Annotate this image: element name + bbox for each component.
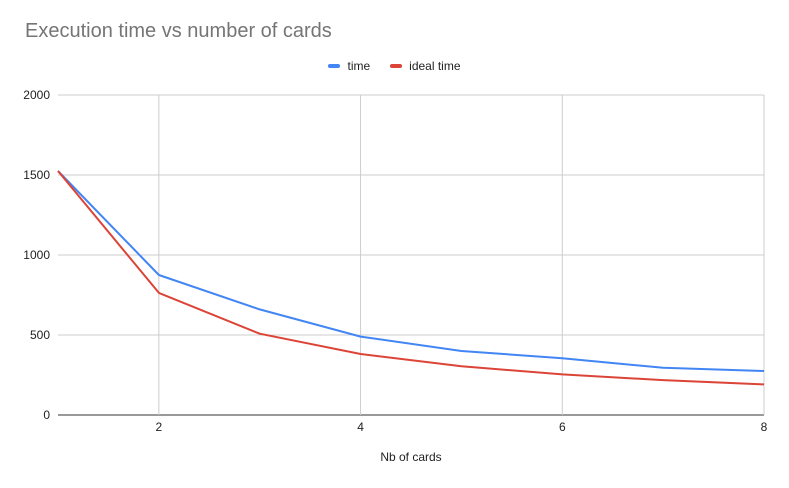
legend-swatch-ideal-time [390, 64, 403, 68]
x-axis-title: Nb of cards [380, 450, 441, 464]
legend-label-time: time [347, 59, 371, 73]
y-tick-label: 500 [30, 328, 50, 342]
legend-item-ideal-time: ideal time [390, 59, 461, 73]
legend-label-ideal-time: ideal time [409, 59, 461, 73]
x-tick-label: 8 [761, 420, 768, 434]
y-tick-label: 0 [43, 408, 50, 422]
chart-legend: time ideal time [0, 59, 789, 73]
legend-item-time: time [328, 59, 370, 73]
chart-title: Execution time vs number of cards [25, 20, 332, 42]
x-tick-label: 4 [357, 420, 364, 434]
y-tick-label: 1500 [23, 168, 50, 182]
series-line-time [57, 170, 765, 372]
x-tick-label: 2 [156, 420, 163, 434]
y-tick-label: 1000 [23, 248, 50, 262]
legend-swatch-time [328, 64, 341, 68]
series-lines [57, 170, 765, 386]
grid-lines [58, 94, 765, 416]
x-tick-label: 6 [559, 420, 566, 434]
series-line-ideal-time [57, 170, 765, 386]
axis-ticks: 0 500 1000 1500 2000 2 4 6 8 [23, 88, 767, 434]
y-tick-label: 2000 [23, 88, 50, 102]
